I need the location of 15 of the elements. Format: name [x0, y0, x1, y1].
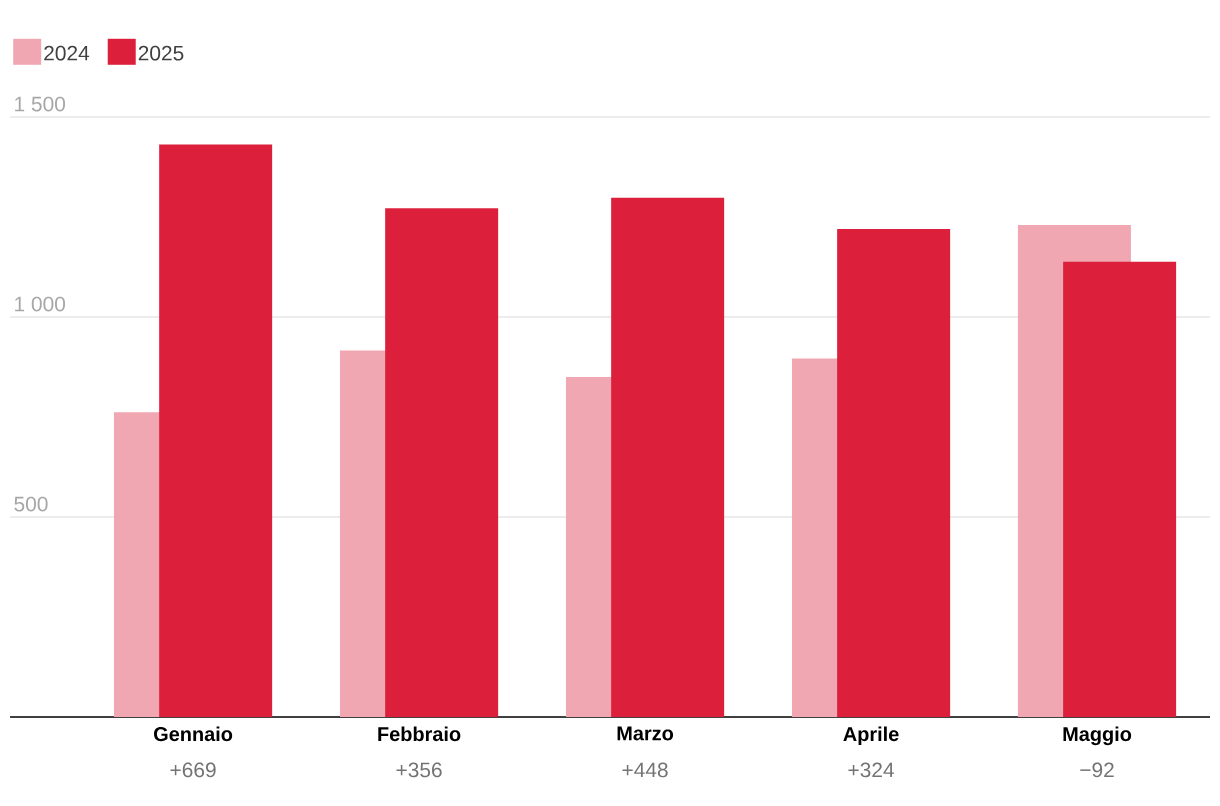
text: +356 [396, 762, 442, 778]
x-tick-label: Marzo [617, 726, 674, 741]
y-tick-label: 1 500 [15, 96, 66, 112]
x-tick-label: Maggio [1063, 726, 1132, 746]
text: +324 [848, 762, 894, 778]
y-tick-label: 500 [14, 496, 48, 512]
text: −92 [1080, 762, 1114, 778]
text: +448 [622, 762, 668, 778]
legend-label: 2024 [44, 45, 90, 61]
y-tick-label: 1 000 [15, 296, 66, 312]
x-tick-label: Febbraio [378, 726, 461, 742]
x-tick-label: Gennaio [154, 726, 233, 742]
x-tick-label: Aprile [843, 726, 899, 746]
text: +669 [170, 762, 216, 778]
legend-label: 2025 [138, 45, 184, 61]
